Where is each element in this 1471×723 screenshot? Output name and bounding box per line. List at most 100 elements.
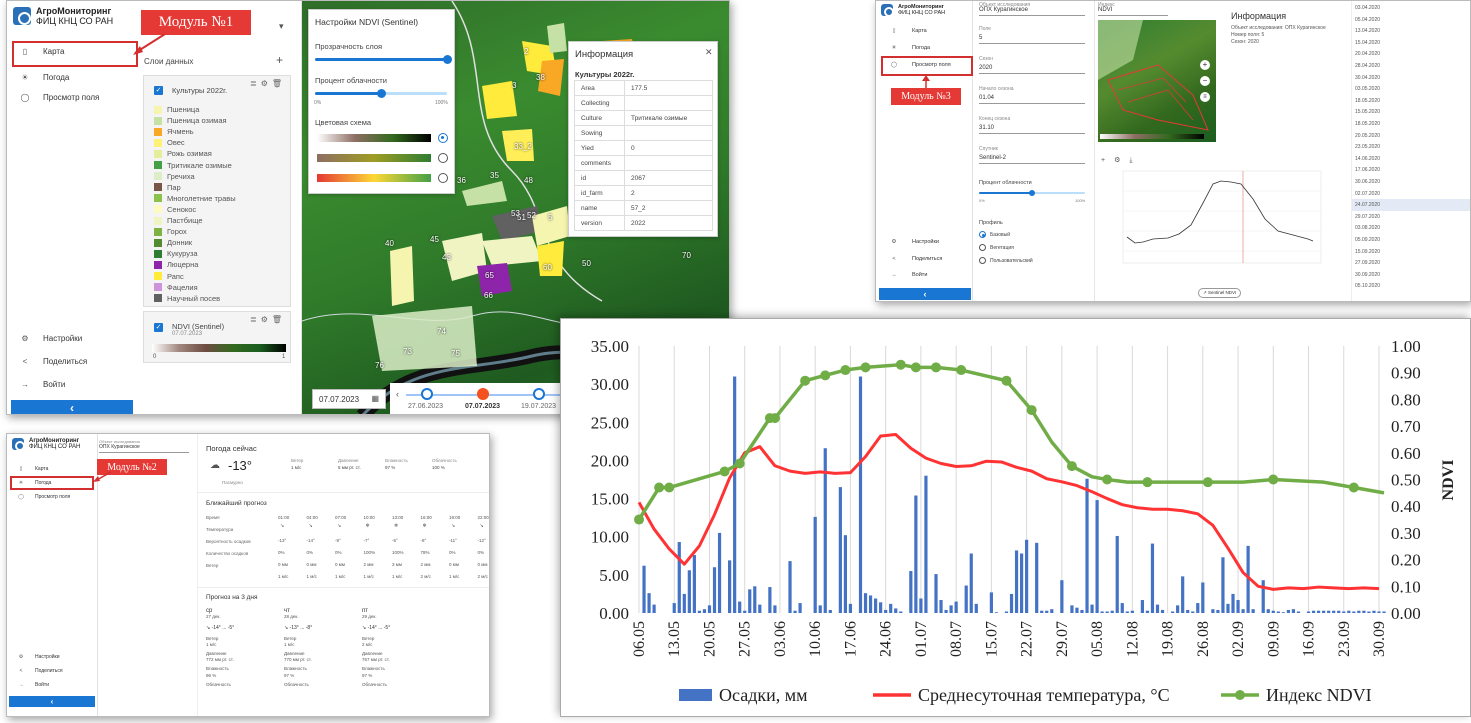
profile-vegetation[interactable]: Вегетация — [979, 244, 1014, 251]
layer-checkbox[interactable]: ✓ — [154, 323, 163, 332]
field-number-label[interactable]: 65 — [485, 271, 494, 280]
cloud-slider-knob[interactable] — [377, 89, 386, 98]
nav-login[interactable]: → Войти — [15, 682, 50, 688]
date-list-item[interactable]: 30.06.2020 — [1355, 179, 1381, 185]
opacity-slider[interactable] — [315, 58, 447, 61]
timeline-prev[interactable]: ‹ — [396, 389, 399, 399]
date-list-item[interactable]: 23.05.2020 — [1355, 144, 1381, 151]
radio[interactable] — [979, 244, 986, 251]
date-list-item[interactable]: 28.04.2020 — [1355, 63, 1381, 69]
nav-login[interactable]: → Войти — [888, 272, 927, 278]
field-number-label[interactable]: 5 — [548, 213, 553, 222]
field-number-label[interactable]: 60 — [543, 263, 552, 272]
date-list-item[interactable]: 15.04.2020 — [1355, 39, 1381, 46]
trash-icon[interactable]: 🗑 — [271, 315, 287, 324]
layer-checkbox[interactable]: ✓ — [154, 86, 163, 95]
map-layers[interactable]: ≡ — [1200, 92, 1210, 102]
date-list-item[interactable]: 15.09.2020 — [1355, 248, 1381, 255]
radio[interactable] — [979, 231, 986, 238]
date-list-item[interactable]: 18.05.2020 — [1355, 121, 1381, 127]
download-icon[interactable]: ⤓ — [1129, 157, 1142, 164]
trash-icon[interactable]: 🗑 — [271, 79, 287, 88]
scheme-2[interactable] — [317, 154, 431, 162]
logo-dropdown[interactable]: ▾ — [279, 21, 284, 31]
add-icon[interactable]: + — [1101, 157, 1115, 164]
date-list-item[interactable]: 03.04.2020 — [1355, 5, 1381, 11]
field-number-label[interactable]: 36 — [457, 176, 466, 185]
date-list-item[interactable]: 13.04.2020 — [1355, 28, 1381, 35]
map-zoom-in[interactable]: + — [1200, 60, 1210, 70]
field-map[interactable]: + − ≡ — [1098, 20, 1216, 142]
field-number-label[interactable]: 53 — [511, 209, 520, 218]
field-number-label[interactable]: 50 — [582, 259, 591, 268]
nav-share[interactable]: < Поделиться — [888, 256, 942, 262]
info-close-button[interactable]: ✕ — [705, 47, 713, 57]
date-list-item[interactable]: 20.04.2020 — [1355, 51, 1381, 58]
opacity-slider-knob[interactable] — [443, 55, 452, 64]
date-list-item[interactable]: 03.08.2020 — [1355, 225, 1381, 232]
nav-settings[interactable]: ⚙ Настройки — [15, 654, 60, 660]
nav-settings[interactable]: ⚙ Настройки — [888, 239, 939, 245]
season-start-input[interactable]: Начало сезона 01.04 — [979, 86, 1085, 104]
timeline-point[interactable] — [421, 388, 433, 400]
cloud-slider-knob[interactable] — [1029, 190, 1035, 196]
field-number-label[interactable]: 73 — [403, 347, 412, 356]
date-list-item[interactable]: 30.04.2020 — [1355, 74, 1381, 81]
date-list-item[interactable]: 27.09.2020 — [1355, 260, 1381, 267]
object-select[interactable]: Объект исследования ОПХ Курагинское — [99, 439, 189, 453]
field-number-label[interactable]: 70 — [682, 251, 691, 260]
date-list-item[interactable]: 24.07.2020 — [1352, 199, 1470, 211]
timeline-point-active[interactable] — [477, 388, 489, 400]
nav-map[interactable]: ▯ Карта — [888, 28, 926, 34]
radio[interactable] — [979, 257, 986, 264]
date-list-item[interactable]: 05.09.2020 — [1355, 237, 1381, 243]
collapse-sidebar-button[interactable]: ‹ — [879, 288, 971, 300]
field-number-label[interactable]: 33_2 — [514, 142, 532, 151]
field-select[interactable]: Поле 5 — [979, 26, 1085, 44]
field-number-label[interactable]: 38 — [536, 73, 545, 82]
collapse-sidebar-button[interactable]: ‹ — [11, 400, 133, 414]
date-list-item[interactable]: 14.06.2020 — [1355, 155, 1381, 162]
date-list-item[interactable]: 17.06.2020 — [1355, 167, 1381, 174]
field-number-label[interactable]: 40 — [385, 239, 394, 248]
scheme-1-radio[interactable] — [438, 133, 448, 143]
scheme-3-radio[interactable] — [438, 173, 448, 183]
field-number-label[interactable]: 76 — [375, 361, 384, 370]
nav-share[interactable]: < Поделиться — [15, 668, 63, 674]
gear-icon[interactable]: ⚙ — [1114, 157, 1130, 164]
timeline-point[interactable] — [533, 388, 545, 400]
nav-field-view[interactable]: ◯ Просмотр поля — [15, 494, 70, 500]
nav-map[interactable]: ▯ Карта — [15, 466, 49, 472]
collapse-sidebar-button[interactable]: ‹ — [9, 696, 95, 707]
cloud-slider[interactable] — [979, 192, 1032, 194]
field-number-label[interactable]: 45 — [430, 235, 439, 244]
date-list-item[interactable]: 05.10.2020 — [1355, 283, 1381, 290]
mini-chart-legend[interactable]: ↗ Sentinel NDVI — [1198, 288, 1242, 298]
nav-share[interactable]: < Поделиться — [19, 357, 88, 366]
date-list-item[interactable]: 03.05.2020 — [1355, 86, 1381, 93]
add-layer-button[interactable]: + — [276, 53, 284, 67]
profile-custom[interactable]: Пользовательский — [979, 257, 1033, 264]
date-list-item[interactable]: 15.05.2020 — [1355, 109, 1381, 116]
index-select[interactable]: Индекс NDVI — [1098, 2, 1168, 16]
date-input[interactable]: 07.07.2023 ▦ — [312, 389, 386, 409]
satellite-select[interactable]: Спутник Sentinel-2 — [979, 146, 1085, 164]
cloud-slider[interactable] — [315, 92, 381, 95]
date-list-item[interactable]: 02.07.2020 — [1355, 190, 1381, 197]
nav-weather[interactable]: ☀ Погода — [15, 480, 52, 486]
date-list-item[interactable]: 29.07.2020 — [1355, 213, 1381, 220]
nav-map[interactable]: ▯ Карта — [19, 47, 65, 56]
date-list-item[interactable]: 30.09.2020 — [1355, 271, 1381, 278]
field-number-label[interactable]: 43 — [442, 253, 451, 262]
field-number-label[interactable]: 75 — [451, 349, 460, 358]
layers-icon[interactable]: ≣ — [250, 79, 261, 88]
map-zoom-out[interactable]: − — [1200, 76, 1210, 86]
date-list-item[interactable]: 18.05.2020 — [1355, 97, 1381, 104]
field-number-label[interactable]: 74 — [437, 327, 446, 336]
nav-login[interactable]: → Войти — [19, 380, 65, 389]
nav-weather[interactable]: ☀ Погода — [888, 45, 931, 51]
object-select[interactable]: Объект исследования ОПХ Курагинское — [979, 2, 1085, 16]
gear-icon[interactable]: ⚙ — [260, 79, 272, 88]
field-number-label[interactable]: 52 — [527, 211, 536, 220]
season-end-input[interactable]: Конец сезона 31.10 — [979, 116, 1085, 134]
